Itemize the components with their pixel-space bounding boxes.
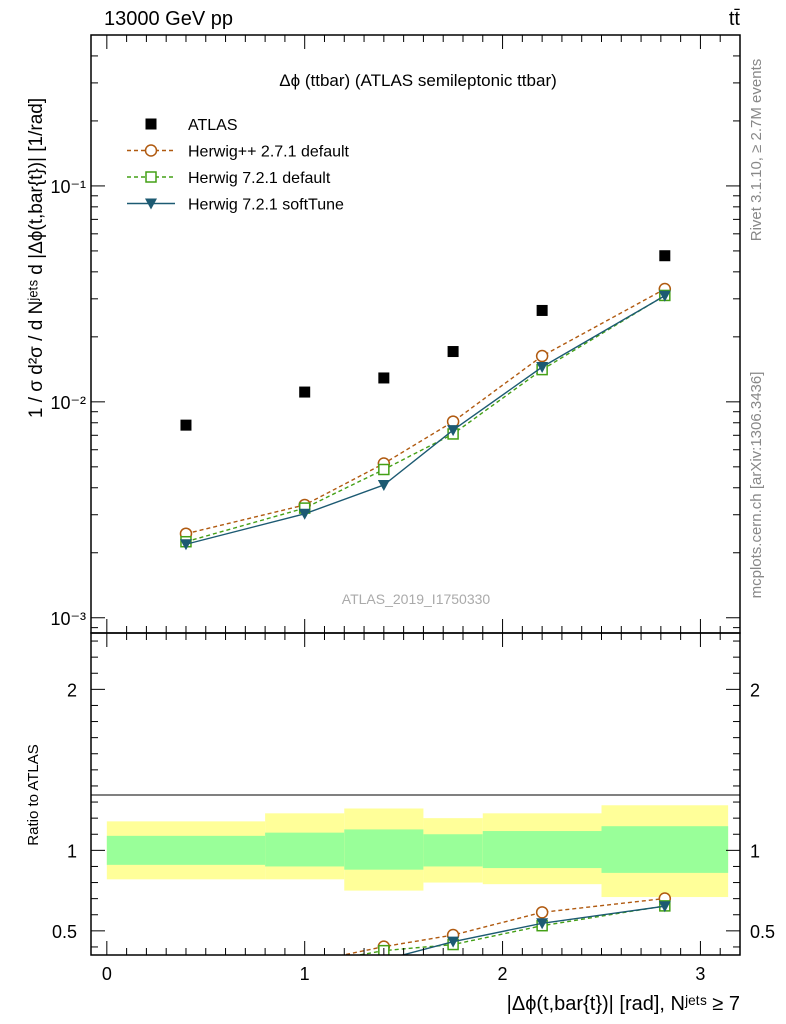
ratio-frame: [90, 632, 741, 956]
legend: ATLAS Herwig++ 2.7.1 default Herwig 7.2.1 …: [127, 117, 350, 214]
collision-energy-label: 13000 GeV pp: [104, 8, 233, 30]
herwig-7-2-1-softtune-ratio-line: [399, 905, 665, 955]
ratio-y-tick-label-left: 1: [67, 841, 77, 861]
main-axes: 10⁻¹ 10⁻² 10⁻³: [50, 34, 740, 633]
legend-marker-herwig-7-2-1-softtune: [145, 198, 157, 210]
chart-title: Δϕ (ttbar) (ATLAS semileptonic ttbar): [279, 71, 557, 90]
legend-label-herwig-2-7-1-default: Herwig++ 2.7.1 default: [188, 144, 350, 161]
stat-uncertainty-band: [482, 831, 602, 869]
analysis-watermark: ATLAS_2019_I1750330: [342, 591, 491, 607]
legend-label-atlas: ATLAS: [188, 117, 238, 134]
stat-uncertainty-band: [423, 834, 483, 867]
herwig-7-2-1-softtune-point: [298, 508, 311, 520]
x-axis-label: |Δϕ(t,bar{t})| [rad], Nʲᵉᵗˢ ≥ 7: [507, 993, 740, 1015]
x-tick-label: 1: [300, 964, 310, 984]
legend-marker-herwig-7-2-1-default: [145, 171, 157, 183]
herwig-7-2-1-softtune-point: [447, 425, 460, 437]
y-tick-label: 10⁻¹: [50, 177, 86, 197]
ratio-y-axis-label: Ratio to ATLAS: [25, 744, 42, 845]
herwig-7-2-1-softtune-point: [658, 290, 671, 302]
uncertainty-bands: [106, 805, 729, 898]
herwig-7-2-1-softtune-ratio-point: [180, 961, 192, 972]
ratio-y-tick-label-right: 2: [750, 680, 760, 700]
rivet-version-label: Rivet 3.1.10, ≥ 2.7M events: [748, 59, 765, 242]
ratio-y-tick-label-left: 2: [67, 680, 77, 700]
herwig-2-7-1-default-ratio-point: [535, 906, 549, 919]
herwig-7-2-1-softtune-point: [179, 539, 192, 551]
atlas-point: [659, 250, 671, 262]
y-tick-label: 10⁻³: [50, 609, 86, 629]
herwig-7-2-1-default-line: [185, 294, 666, 543]
stat-uncertainty-band: [344, 829, 424, 870]
herwig-7-2-1-softtune-ratio-point: [377, 954, 390, 955]
herwig-2-7-1-default-ratio-point: [183, 954, 189, 955]
y-tick-label: 10⁻²: [50, 393, 86, 413]
herwig-7-2-1-default-ratio-point: [181, 960, 191, 970]
ratio-data-marks: [180, 892, 672, 972]
ratio-y-tick-label-right: 0.5: [750, 922, 775, 942]
ratio-y-tick-label-right: 1: [750, 841, 760, 861]
ratio-axes: 2 2 1 1 0.5 0.5 0 1 2 3: [52, 633, 775, 984]
herwig-7-2-1-softtune-point: [536, 361, 549, 373]
ratio-y-tick-label-left: 0.5: [52, 922, 77, 942]
herwig-7-2-1-default-ratio-line: [355, 905, 665, 955]
herwig-7-2-1-softtune-ratio-point: [658, 901, 671, 913]
main-data-marks: [179, 250, 672, 551]
process-label: tt̄: [729, 8, 741, 30]
y-axis-label: 1 / σ d²σ / d Nʲᵉᵗˢ d |Δϕ(t,bar{t})| [1/…: [26, 98, 47, 418]
atlas-point: [378, 372, 390, 384]
x-tick-label: 0: [102, 964, 112, 984]
main-panel: 10⁻¹ 10⁻² 10⁻³ Δϕ (ttbar) (ATLAS semilepto…: [26, 34, 741, 634]
legend-label-herwig-7-2-1-softtune: Herwig 7.2.1 softTune: [188, 197, 344, 214]
atlas-point: [180, 419, 192, 431]
mcplots-credit-label: mcplots.cern.ch [arXiv:1306.3436]: [748, 372, 765, 599]
herwig-7-2-1-softtune-line: [185, 295, 666, 545]
herwig-7-2-1-default-point: [378, 463, 390, 476]
herwig-7-2-1-softtune-ratio-point: [447, 936, 460, 948]
atlas-point: [536, 304, 548, 316]
herwig-2-7-1-default-line: [185, 288, 666, 535]
stat-uncertainty-band: [601, 826, 729, 873]
atlas-point: [447, 346, 459, 358]
x-tick-label: 3: [695, 964, 705, 984]
stat-uncertainty-band: [106, 835, 266, 865]
stat-uncertainty-band: [265, 832, 345, 867]
legend-label-herwig-7-2-1-default: Herwig 7.2.1 default: [188, 170, 331, 187]
legend-marker-herwig-2-7-1-default: [144, 144, 158, 157]
herwig-2-7-1-default-point: [535, 349, 549, 363]
atlas-point: [299, 386, 311, 398]
herwig-7-2-1-softtune-ratio-point: [536, 918, 549, 930]
herwig-7-2-1-softtune-point: [377, 479, 390, 491]
x-tick-label: 2: [498, 964, 508, 984]
herwig-2-7-1-default-ratio-line: [340, 897, 665, 955]
legend-marker-atlas: [145, 118, 157, 130]
ratio-panel: 2 2 1 1 0.5 0.5 0 1 2 3 Ratio to ATLAS |Δϕ(t,bar{…: [25, 632, 775, 1015]
